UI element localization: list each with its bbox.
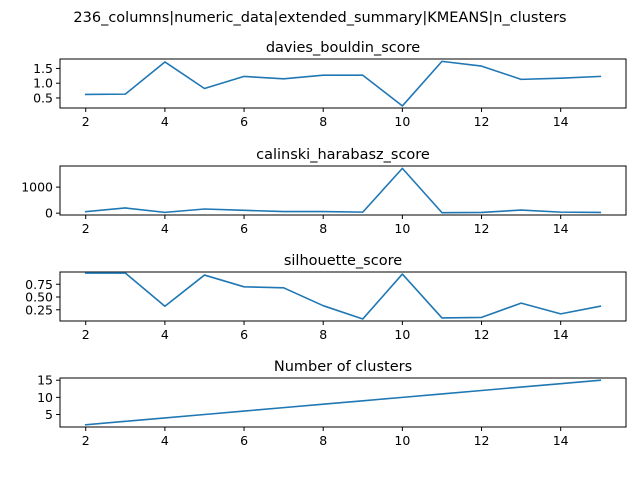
y-tick-label: 1.5 [33,61,53,76]
y-tick-label: 0.75 [25,277,53,292]
x-tick-label: 14 [553,327,569,342]
x-tick-label: 10 [394,114,410,129]
x-tick-label: 6 [240,327,248,342]
axes-frame [59,165,627,216]
x-tick-label: 4 [161,327,169,342]
x-tick-label: 8 [319,221,327,236]
x-tick-label: 10 [394,221,410,236]
y-tick-label: 0 [45,206,53,221]
x-tick-label: 14 [553,114,569,129]
y-tick-label: 1000 [21,180,53,195]
x-tick-label: 10 [394,327,410,342]
subplot-silhouette-score: silhouette_score 2 4 6 8 10 12 14 0.250.500.75 [25,253,627,342]
y-tick-label: 5 [45,407,53,422]
subplot-title: calinski_harabasz_score [256,147,430,163]
x-tick-label: 14 [553,433,569,448]
x-tick-label: 2 [82,327,90,342]
x-tick-label: 2 [82,433,90,448]
subplot-title: davies_bouldin_score [266,40,420,56]
x-tick-label: 2 [82,114,90,129]
axes-frame [59,271,627,322]
subplot-davies-bouldin-score: davies_bouldin_score 2 4 6 8 10 12 14 0.51.01.5 [33,40,627,129]
x-tick-label: 12 [474,221,490,236]
y-tick-label: 0.5 [33,90,53,105]
x-tick-label: 8 [319,114,327,129]
subplot-title: silhouette_score [284,253,402,269]
series-line [84,379,602,426]
x-tick-label: 4 [161,114,169,129]
series-line [84,272,602,320]
x-tick-label: 12 [474,114,490,129]
x-tick-label: 8 [319,327,327,342]
y-tick-label: 0.50 [25,290,53,305]
y-tick-label: 15 [37,373,53,388]
x-tick-label: 10 [394,433,410,448]
x-tick-label: 14 [553,221,569,236]
x-tick-label: 8 [319,433,327,448]
x-tick-label: 6 [240,433,248,448]
subplot-panels: davies_bouldin_score 2 4 6 8 10 12 14 0.51.01.5 c… [21,40,627,448]
x-tick-label: 12 [474,433,490,448]
series-line [84,60,602,107]
y-tick-label: 10 [37,390,53,405]
y-tick-label: 0.25 [25,302,53,317]
x-tick-label: 4 [161,433,169,448]
subplot-title: Number of clusters [274,359,412,375]
x-tick-label: 6 [240,221,248,236]
x-tick-label: 12 [474,327,490,342]
series-line [84,167,602,214]
subplot-number-of-clusters: Number of clusters 2 4 6 8 10 12 14 5 10 15 [37,359,627,448]
x-tick-label: 4 [161,221,169,236]
x-tick-label: 2 [82,221,90,236]
figure-suptitle: 236_columns|numeric_data|extended_summar… [73,10,566,26]
x-tick-label: 6 [240,114,248,129]
y-tick-label: 1.0 [33,76,53,91]
axes-frame [59,377,627,428]
subplot-calinski-harabasz-score: calinski_harabasz_score 2 4 6 8 10 12 14 0 1000 [21,147,627,236]
